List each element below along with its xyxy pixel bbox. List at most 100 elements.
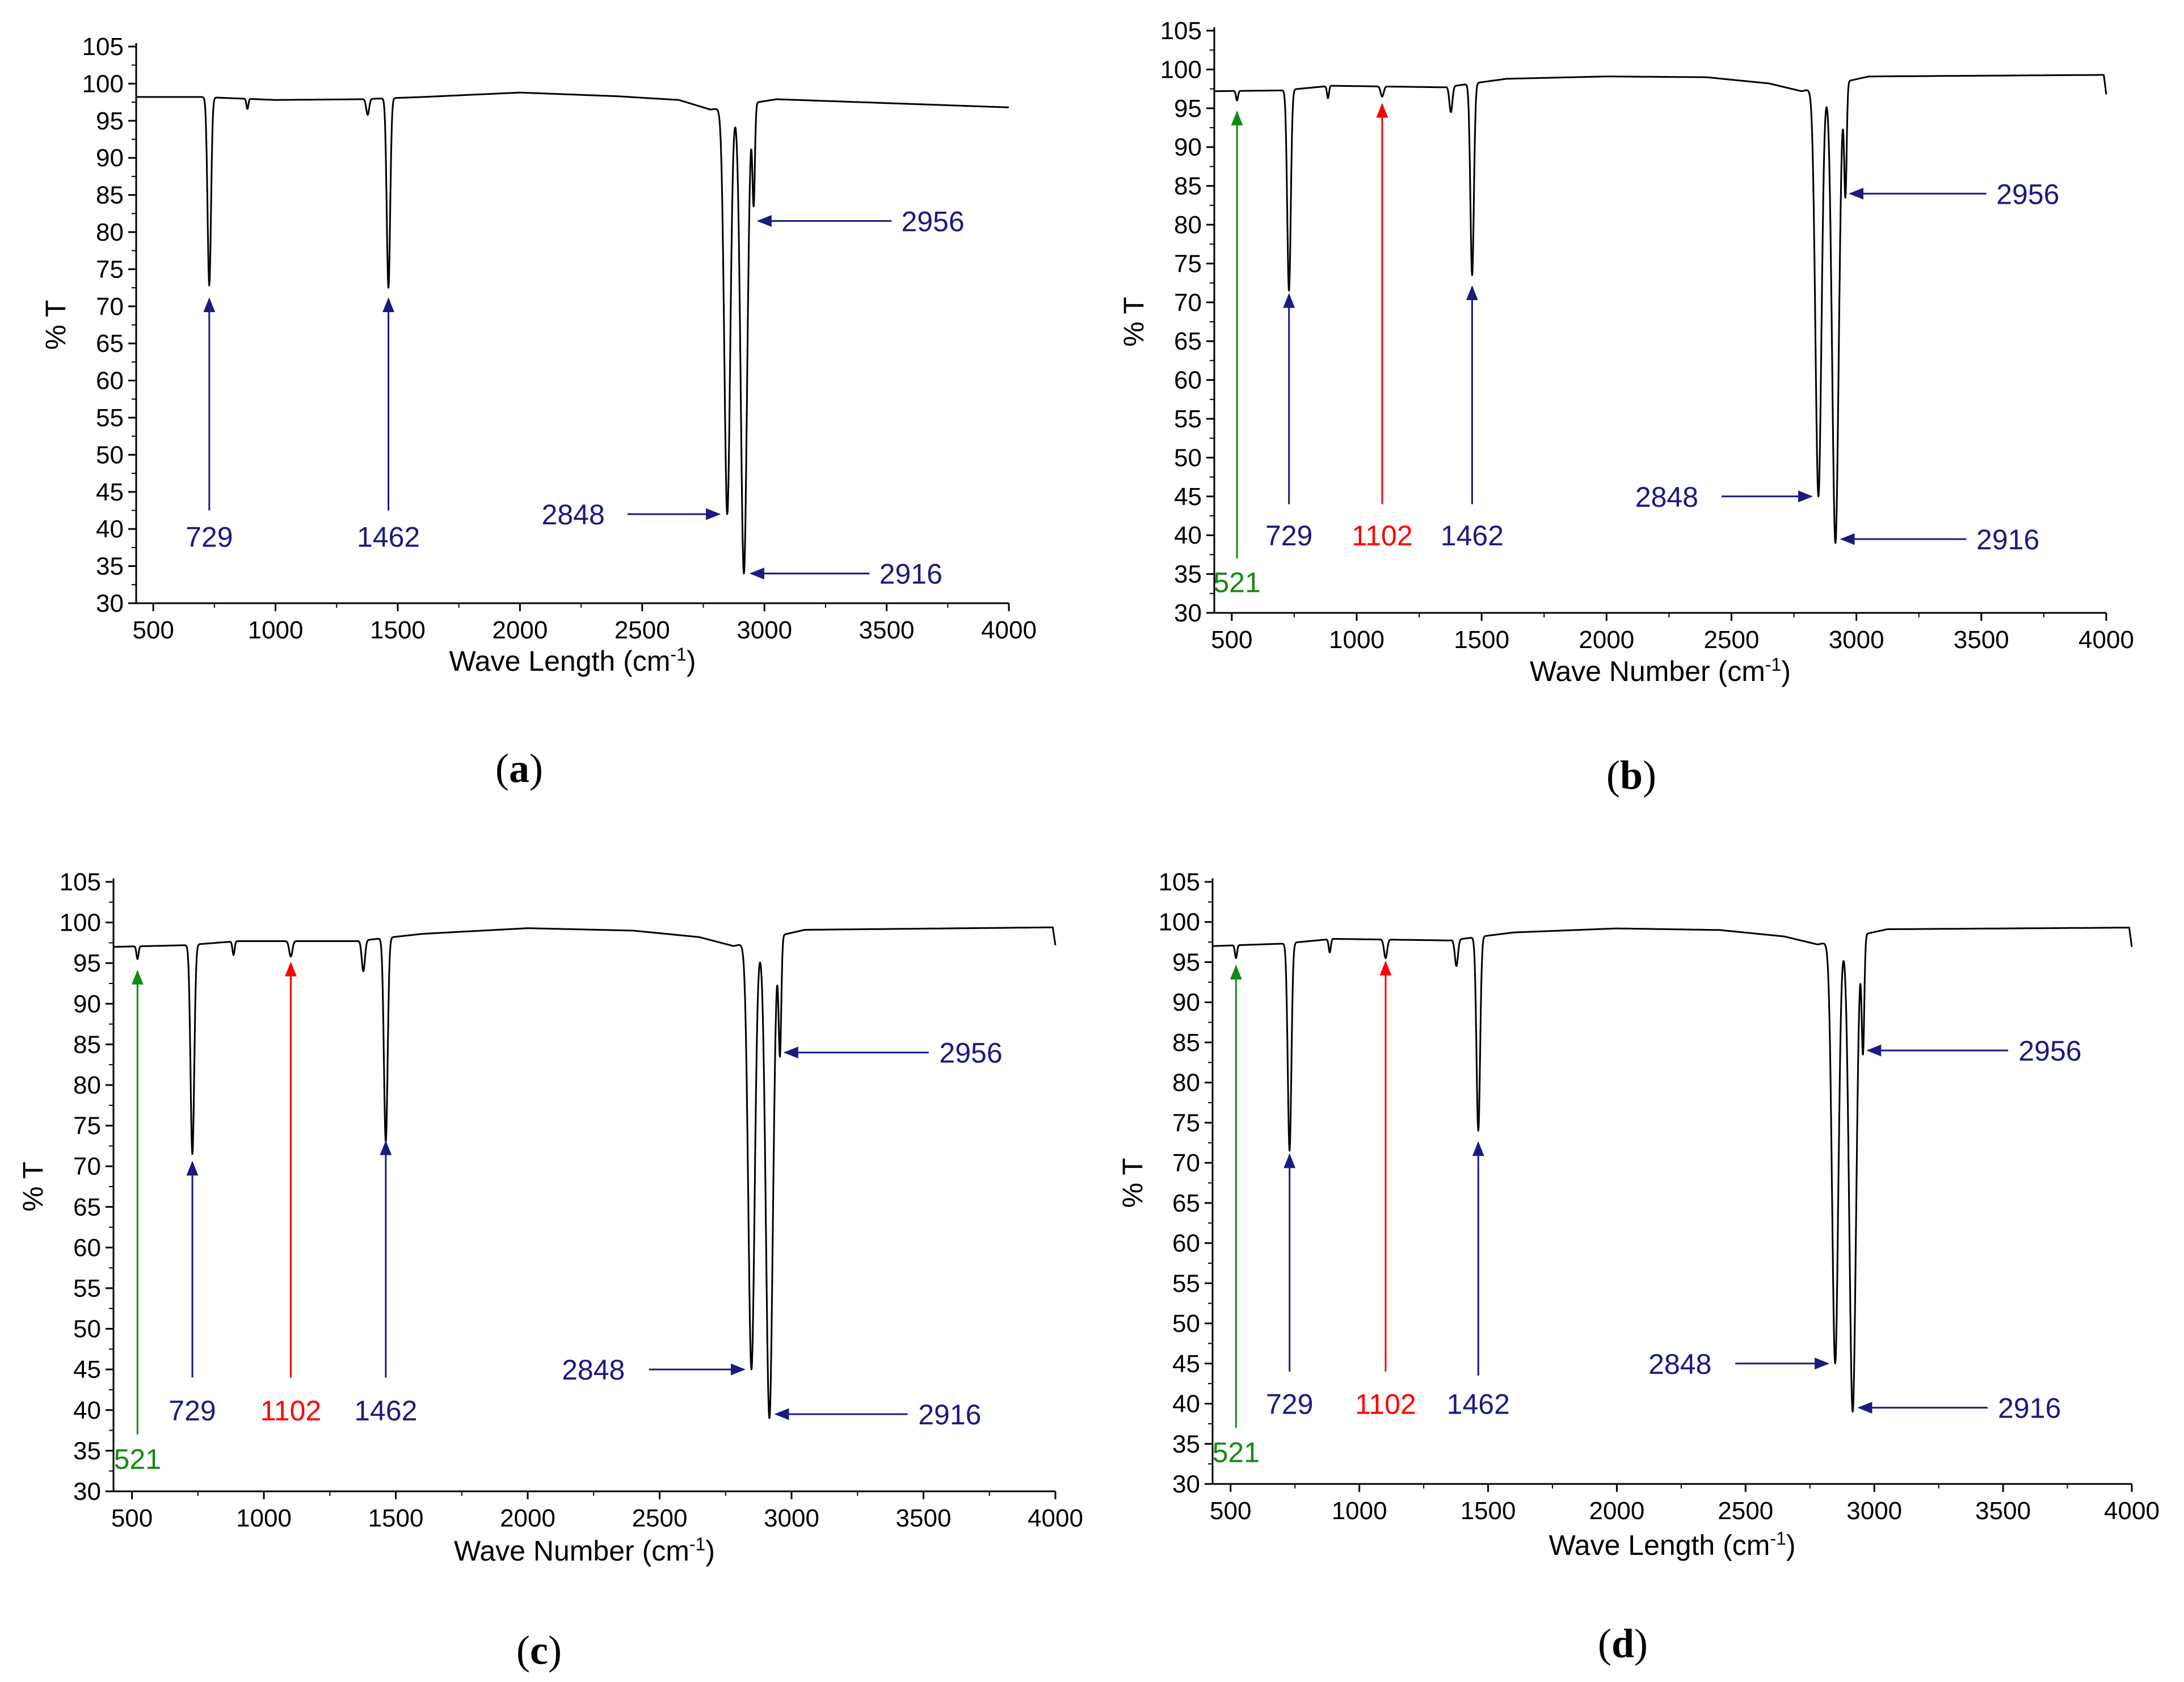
chart-c-svg: 30 35 40 45 50 55 60 65 70 75 80 85 90 95 100 105 500 100… [17,868,1083,1673]
x-axis-title: Wave Length (cm-1) [449,644,696,677]
y-tick-label: 95 [1174,95,1202,123]
peak-label-1102: 1102 [1352,520,1413,552]
y-tick-label: 50 [73,1315,101,1343]
y-tick-label: 35 [96,553,124,581]
y-tick-label: 60 [1174,367,1202,394]
y-tick-label: 55 [73,1275,101,1302]
y-tick-label: 60 [1172,1230,1200,1258]
x-tick-label: 1500 [1454,626,1509,654]
peak-label-2916: 2916 [1976,524,2039,556]
peak-label-2956: 2956 [939,1037,1002,1069]
chart-b-svg: 30 35 40 45 50 55 60 65 70 75 80 85 90 95 100 105 500 100… [1118,17,2134,798]
y-tick-label: 95 [1172,948,1200,976]
peak-label-1462: 1462 [1441,520,1504,552]
y-tick-label: 45 [1174,483,1202,511]
y-tick-label: 40 [1172,1390,1200,1418]
y-tick-label: 35 [1172,1430,1200,1458]
peak-label-2848: 2848 [542,499,605,531]
x-tick-label: 1000 [1332,1497,1387,1525]
panel-d: 30 35 40 45 50 55 60 65 70 75 80 85 90 95 100 105 500 100… [1092,840,2184,1679]
peak-label-729: 729 [1265,520,1312,552]
peak-label-521: 521 [1213,566,1260,598]
y-tick-label: 55 [1174,405,1202,433]
y-tick-label: 90 [1174,133,1202,161]
chart-d-svg: 30 35 40 45 50 55 60 65 70 75 80 85 90 95 100 105 500 100… [1117,868,2160,1666]
x-tick-label: 2000 [1579,626,1634,654]
y-tick-label: 90 [96,144,124,172]
x-tick-label: 4000 [2078,626,2134,654]
peak-label-2956: 2956 [2018,1035,2081,1067]
y-tick-label: 85 [1172,1029,1200,1057]
y-tick-label: 45 [73,1356,101,1384]
peak-label-1462: 1462 [1447,1389,1510,1420]
panel-a: 30 35 40 45 50 55 60 65 70 75 80 85 90 95 100 105 500 100… [0,0,1092,840]
x-tick-label: 1500 [370,616,426,644]
peak-label-521: 521 [1213,1436,1260,1468]
peak-label-521: 521 [114,1444,161,1475]
y-tick-label: 75 [96,255,124,283]
y-tick-label: 65 [1174,327,1202,355]
peak-label-2956: 2956 [901,205,964,237]
y-tick-label: 65 [1172,1189,1200,1217]
y-tick-label: 105 [1160,17,1202,45]
x-tick-label: 3000 [764,1504,819,1532]
y-tick-label: 105 [82,33,124,61]
y-tick-label: 40 [1174,522,1202,549]
peak-label-2848: 2848 [1635,481,1698,513]
y-tick-label: 80 [73,1071,101,1099]
y-tick-label: 70 [73,1153,101,1180]
panel-caption: (b) [1606,752,1656,798]
y-tick-label: 75 [1174,250,1202,277]
y-tick-label: 65 [73,1193,101,1221]
x-tick-label: 3000 [1846,1497,1902,1525]
y-tick-label: 40 [73,1397,101,1424]
peak-label-2848: 2848 [562,1354,625,1386]
y-tick-label: 100 [60,909,101,937]
spectrum-line [1212,927,2133,1413]
peak-label-2956: 2956 [1996,178,2059,210]
y-tick-label: 30 [73,1478,101,1506]
x-tick-label: 2000 [1589,1497,1644,1525]
y-tick-label: 80 [1174,211,1202,239]
y-tick-label: 30 [96,590,124,617]
x-tick-label: 2500 [632,1504,688,1532]
y-tick-label: 95 [96,107,124,135]
y-tick-label: 80 [1172,1069,1200,1097]
x-tick-label: 1000 [1329,626,1385,654]
spectrum-line [1213,74,2107,544]
x-tick-label: 3000 [737,616,792,644]
x-tick-label: 500 [1210,1497,1251,1525]
y-tick-label: 30 [1174,599,1202,627]
x-tick-label: 3000 [1829,626,1884,654]
peak-label-2848: 2848 [1648,1348,1711,1380]
x-tick-label: 4000 [981,616,1037,644]
panel-b: 30 35 40 45 50 55 60 65 70 75 80 85 90 95 100 105 500 100… [1092,0,2184,840]
x-tick-label: 1000 [236,1504,292,1532]
y-tick-label: 85 [73,1031,101,1058]
y-tick-label: 45 [96,478,124,506]
y-tick-label: 60 [96,367,124,395]
y-tick-label: 105 [1159,868,1200,896]
x-tick-label: 500 [1211,626,1252,654]
y-tick-label: 40 [96,515,124,543]
spectrum-line [135,91,1010,575]
y-tick-label: 100 [1160,56,1202,83]
x-tick-label: 2500 [615,616,670,644]
panel-caption: (c) [516,1628,562,1673]
chart-a-svg: 30 35 40 45 50 55 60 65 70 75 80 85 90 95 100 105 500 100… [40,33,1037,791]
x-tick-label: 2000 [492,616,548,644]
peak-label-1102: 1102 [260,1395,322,1427]
x-tick-label: 2000 [500,1504,556,1532]
y-axis-title: % T [17,1162,49,1212]
x-axis-title: Wave Number (cm-1) [454,1534,715,1567]
y-tick-label: 100 [1159,909,1200,936]
y-tick-label: 105 [60,868,101,896]
peak-label-1462: 1462 [354,1395,417,1427]
x-tick-label: 3500 [1975,1497,2031,1525]
x-tick-label: 1500 [368,1504,424,1532]
y-tick-label: 55 [1172,1269,1200,1297]
peak-label-729: 729 [169,1395,216,1427]
y-tick-label: 70 [96,293,124,321]
peak-label-1462: 1462 [357,521,420,553]
